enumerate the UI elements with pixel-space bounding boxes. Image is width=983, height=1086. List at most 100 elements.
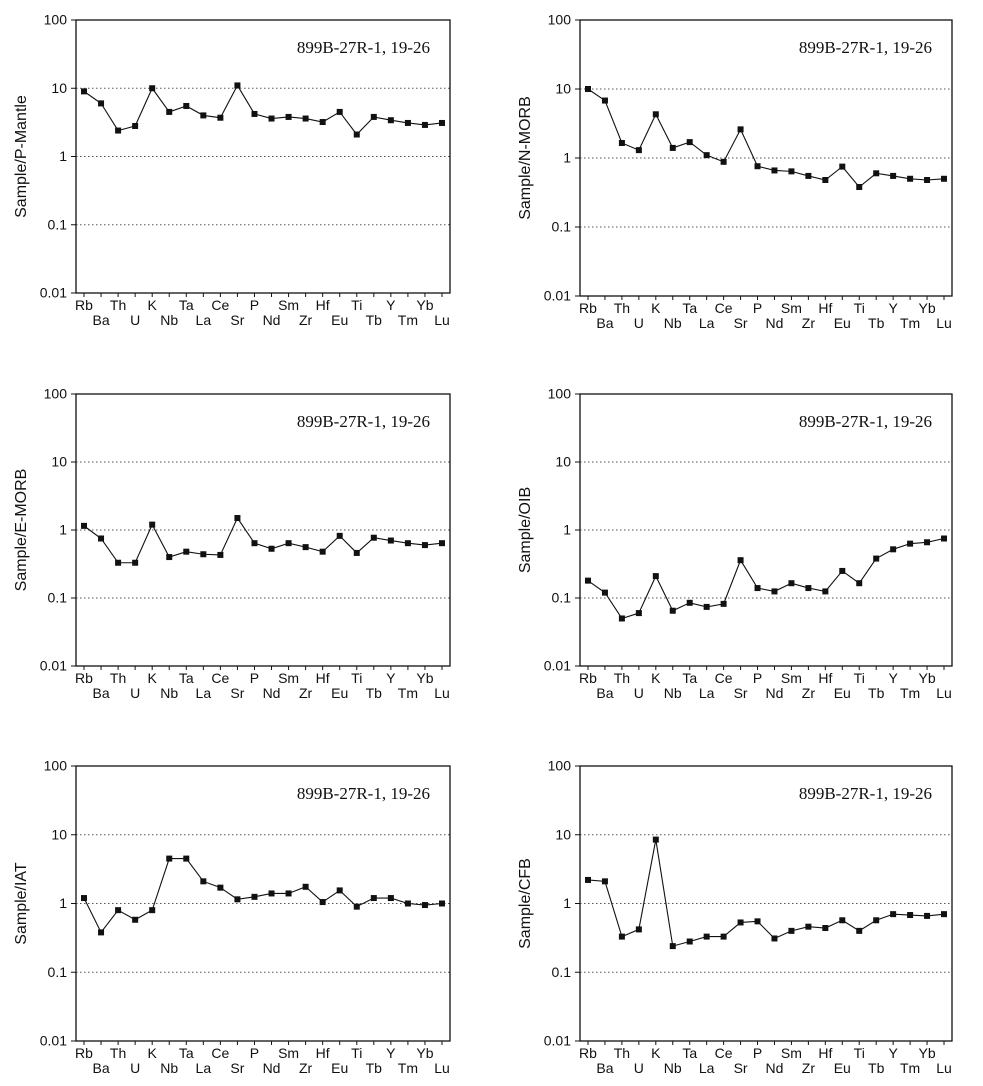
data-point-Tb xyxy=(370,534,377,541)
x-tick-label: Ba xyxy=(92,685,109,701)
y-tick-label: 0.1 xyxy=(48,590,68,606)
data-point-Lu xyxy=(439,119,445,126)
data-point-Hf xyxy=(319,899,326,906)
x-tick-label: U xyxy=(634,1060,644,1076)
y-axis-label: Sample/P-Mantle xyxy=(13,95,30,218)
y-tick-label: 10 xyxy=(51,826,67,842)
x-tick-label: Ba xyxy=(596,685,613,701)
data-point-Nd xyxy=(771,588,778,595)
data-point-Zr xyxy=(302,883,309,890)
data-point-Th xyxy=(618,139,625,146)
data-point-Yb xyxy=(421,542,428,549)
x-tick-label: Ce xyxy=(715,300,733,316)
x-tick-label: Ce xyxy=(211,297,229,313)
data-point-La xyxy=(200,551,207,558)
x-tick-label: Tb xyxy=(366,312,383,328)
data-point-Th xyxy=(115,559,122,566)
x-tick-label: Nd xyxy=(263,685,281,701)
data-point-Ti xyxy=(353,549,360,556)
data-point-Th xyxy=(618,615,625,622)
x-tick-label: Nb xyxy=(664,1060,682,1076)
x-tick-label: P xyxy=(250,1045,259,1061)
x-tick-label: Zr xyxy=(802,315,816,331)
plot-frame xyxy=(579,393,953,667)
y-tick-label: 10 xyxy=(51,80,67,96)
x-tick-label: Rb xyxy=(75,670,93,686)
x-tick-label: Tm xyxy=(900,1060,920,1076)
data-point-Ti xyxy=(856,927,863,934)
data-point-La xyxy=(200,878,207,885)
x-tick-label: Hf xyxy=(316,670,330,686)
x-tick-label: Ce xyxy=(715,670,733,686)
x-tick-label: Nb xyxy=(664,315,682,331)
data-point-La xyxy=(703,933,710,940)
data-point-Lu xyxy=(941,175,947,182)
data-point-Sr xyxy=(737,919,744,926)
data-point-Ba xyxy=(98,929,105,936)
data-point-Hf xyxy=(822,588,829,595)
x-tick-label: Tm xyxy=(398,1060,418,1076)
x-tick-label: Rb xyxy=(75,1045,93,1061)
data-point-Rb xyxy=(81,522,87,529)
x-tick-label: Sr xyxy=(734,685,748,701)
data-point-Ba xyxy=(601,878,608,885)
data-point-Hf xyxy=(822,925,829,932)
plot-frame xyxy=(579,765,953,1042)
data-point-Ta xyxy=(183,548,190,555)
x-tick-label: Sm xyxy=(781,1045,802,1061)
x-tick-label: Nd xyxy=(766,1060,784,1076)
x-tick-label: Lu xyxy=(936,315,952,331)
data-point-Ce xyxy=(720,158,727,165)
data-point-Sm xyxy=(788,168,795,175)
x-tick-label: U xyxy=(130,685,140,701)
data-point-Eu xyxy=(839,163,846,170)
data-point-K xyxy=(652,836,659,843)
x-tick-label: P xyxy=(250,670,259,686)
data-point-Zr xyxy=(805,585,812,592)
data-point-Zr xyxy=(302,115,309,122)
sample-annotation: 899B-27R-1, 19-26 xyxy=(297,784,430,803)
data-point-Nd xyxy=(771,167,778,174)
data-point-U xyxy=(635,610,642,617)
data-point-Ce xyxy=(217,551,224,558)
data-point-Zr xyxy=(302,544,309,551)
x-tick-label: Ba xyxy=(596,1060,613,1076)
x-tick-label: Ce xyxy=(211,1045,229,1061)
sample-annotation: 899B-27R-1, 19-26 xyxy=(297,412,430,431)
x-tick-label: Y xyxy=(888,670,898,686)
data-point-Yb xyxy=(924,912,931,919)
data-point-Nb xyxy=(166,855,173,862)
data-point-Tb xyxy=(370,113,377,120)
x-tick-label: La xyxy=(699,315,715,331)
x-tick-label: La xyxy=(196,312,212,328)
y-tick-label: 0.01 xyxy=(40,658,67,674)
data-point-Tm xyxy=(404,119,411,126)
data-point-Nb xyxy=(669,607,676,614)
x-tick-label: Lu xyxy=(936,1060,952,1076)
x-tick-label: K xyxy=(651,670,661,686)
x-tick-label: Y xyxy=(888,300,898,316)
data-point-P xyxy=(754,585,761,592)
data-point-Tm xyxy=(404,900,411,907)
data-point-Lu xyxy=(941,535,947,542)
data-point-Tm xyxy=(907,912,914,919)
x-tick-label: Ta xyxy=(179,1045,194,1061)
x-tick-label: Sr xyxy=(230,1060,244,1076)
data-point-Sr xyxy=(234,896,241,903)
y-tick-label: 0.1 xyxy=(48,964,68,980)
data-point-Rb xyxy=(585,876,591,883)
x-tick-label: Y xyxy=(386,670,396,686)
sample-annotation: 899B-27R-1, 19-26 xyxy=(799,38,932,57)
data-point-Yb xyxy=(421,121,428,128)
data-point-U xyxy=(635,926,642,933)
y-tick-label: 0.01 xyxy=(544,658,571,674)
data-point-Rb xyxy=(585,577,591,584)
data-point-Ta xyxy=(183,102,190,109)
data-point-Lu xyxy=(439,900,445,907)
x-tick-label: P xyxy=(753,1045,762,1061)
x-tick-label: U xyxy=(130,1060,140,1076)
x-tick-label: Eu xyxy=(834,315,851,331)
data-point-Tb xyxy=(873,555,880,562)
